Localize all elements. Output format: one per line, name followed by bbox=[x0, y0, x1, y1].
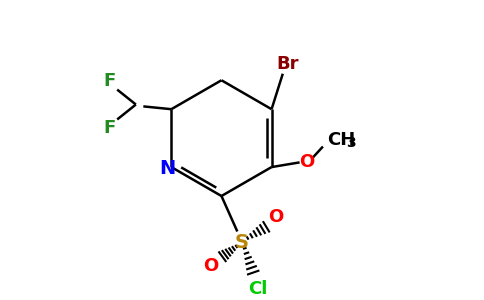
Text: N: N bbox=[160, 158, 176, 178]
Text: Cl: Cl bbox=[248, 280, 268, 298]
Text: Br: Br bbox=[276, 56, 299, 74]
Text: F: F bbox=[104, 119, 116, 137]
Text: O: O bbox=[268, 208, 283, 226]
Text: CH: CH bbox=[328, 131, 356, 149]
Text: 3: 3 bbox=[346, 136, 356, 150]
Text: O: O bbox=[300, 153, 315, 171]
Text: O: O bbox=[204, 257, 219, 275]
Text: F: F bbox=[104, 72, 116, 90]
Text: S: S bbox=[235, 233, 249, 252]
